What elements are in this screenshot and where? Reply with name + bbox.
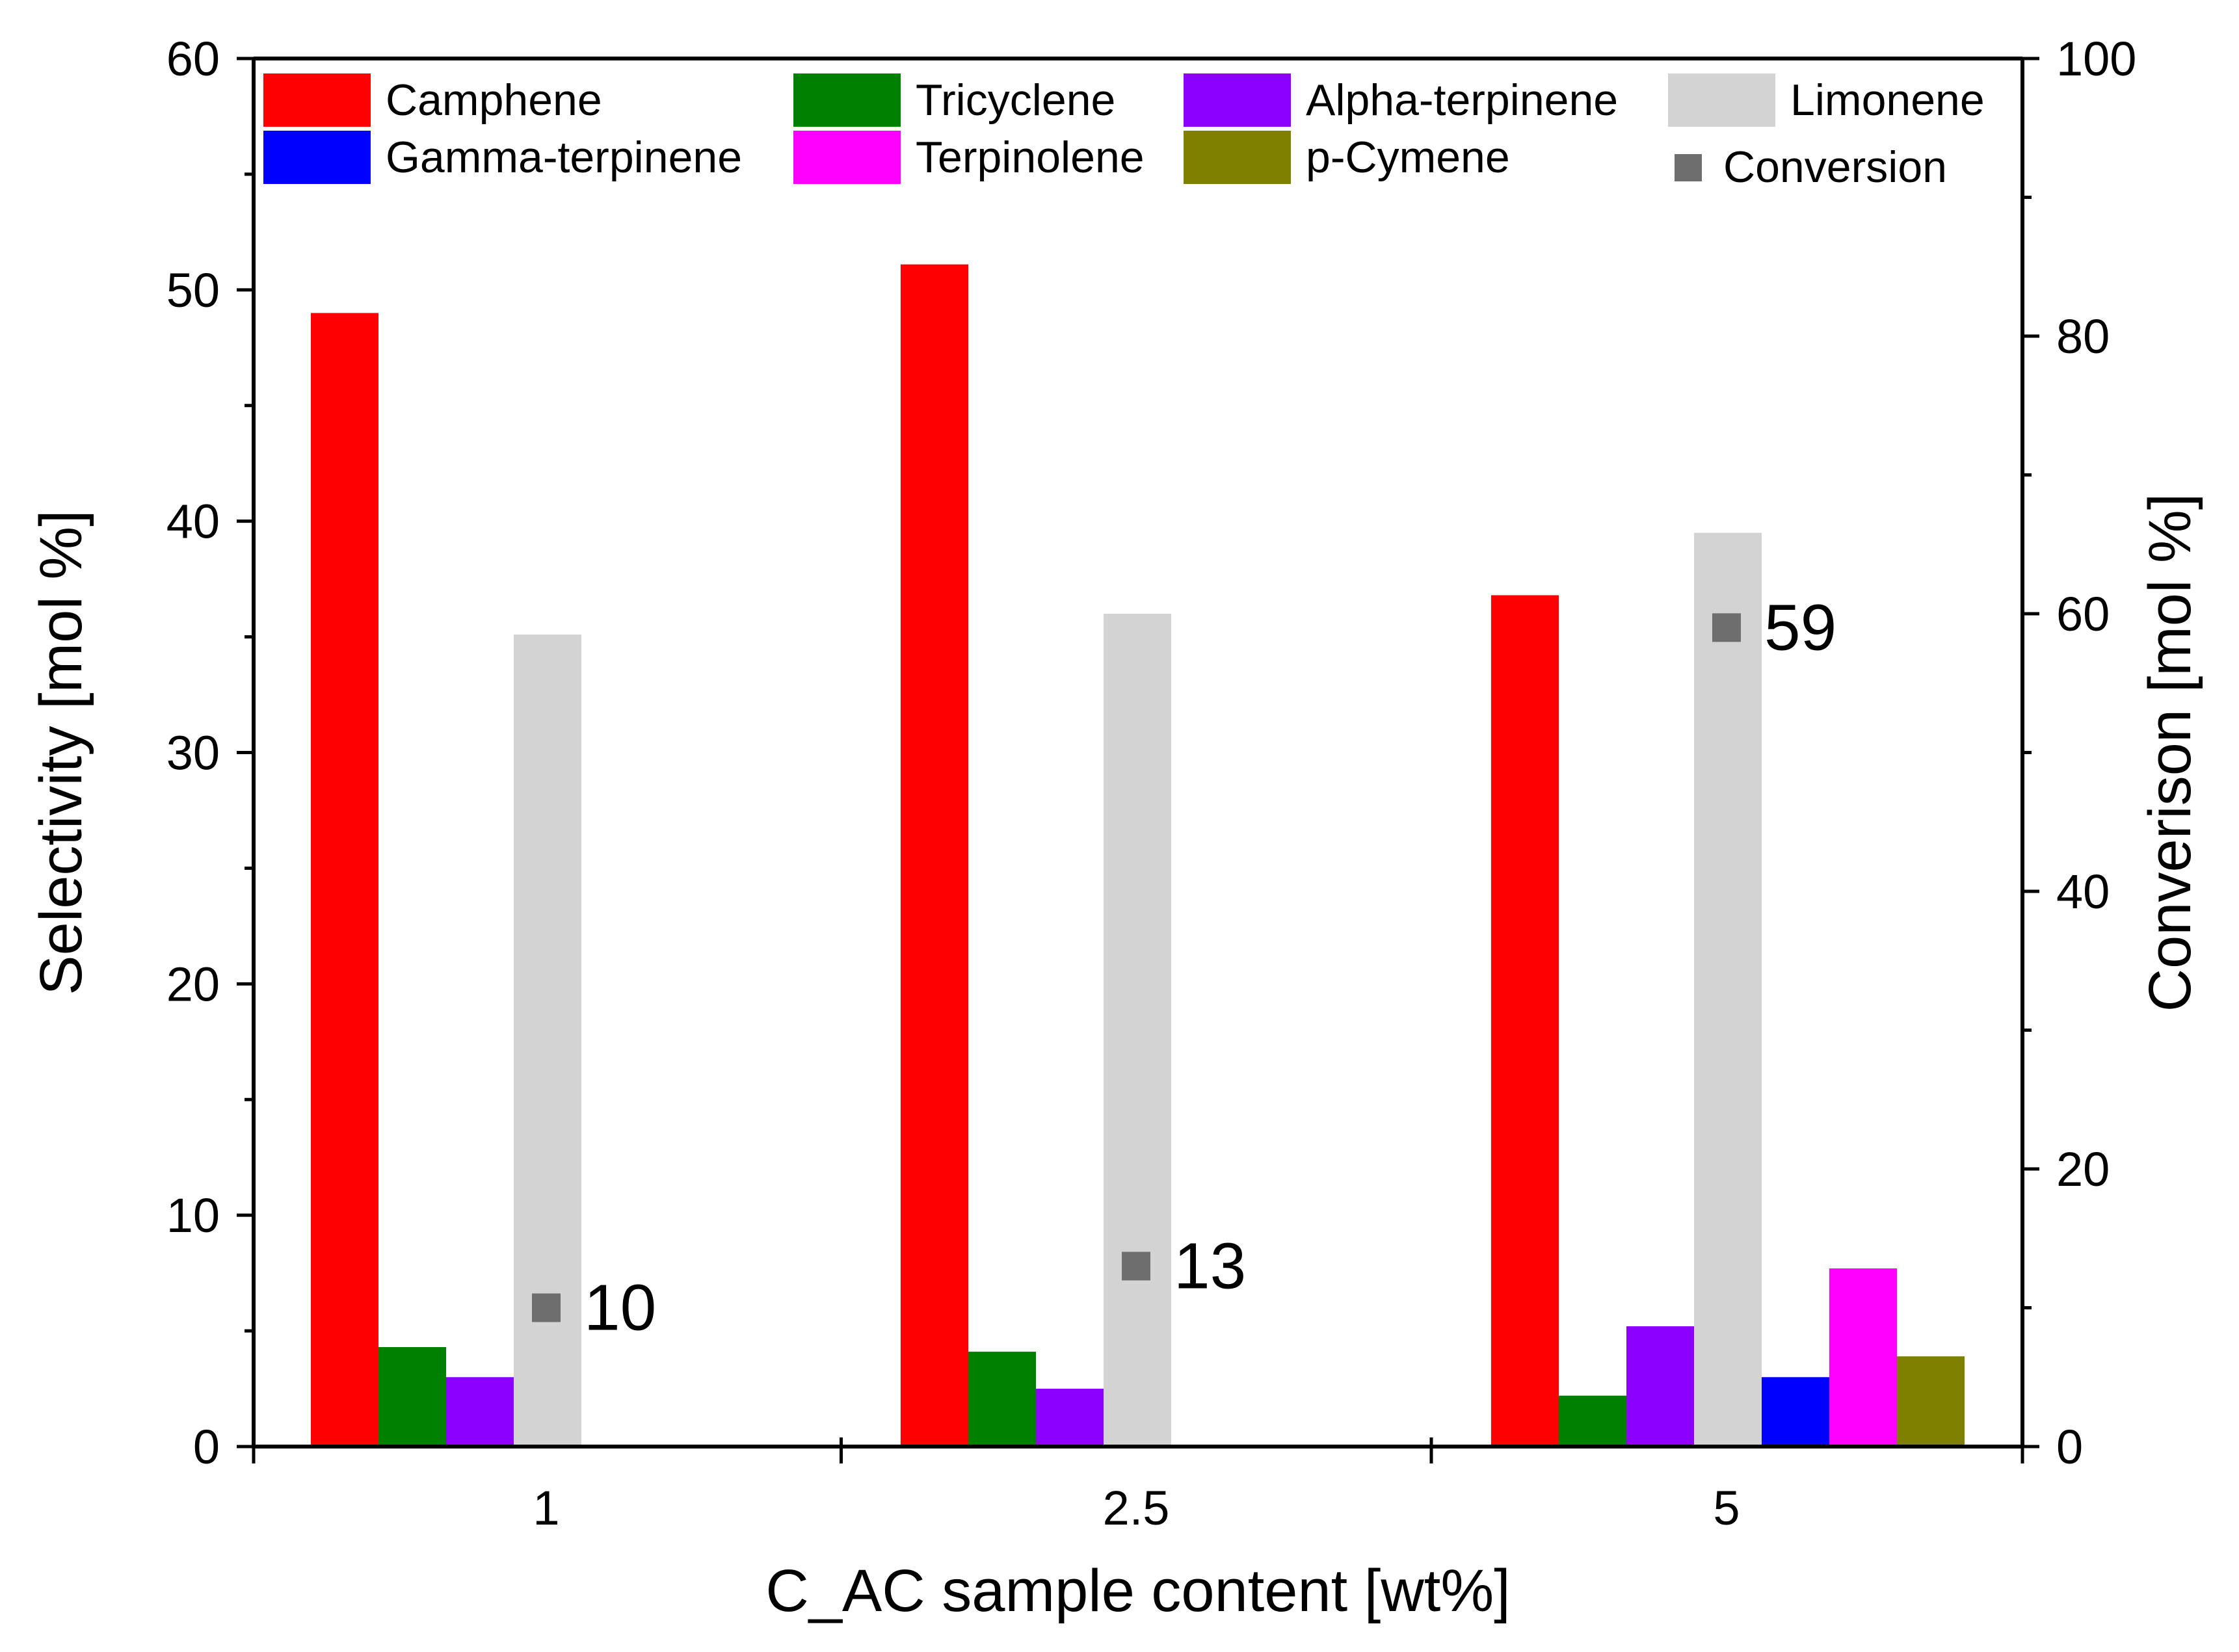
x-axis-title: C_AC sample content [wt%]: [765, 1558, 1510, 1624]
legend-label-p-cymene: p-Cymene: [1306, 133, 1510, 182]
y-tick-label: 60: [166, 32, 220, 86]
legend-marker-conversion: [1675, 154, 1702, 181]
y-tick-label: 10: [166, 1188, 220, 1242]
conversion-marker-2: [1122, 1252, 1150, 1281]
bar-alpha-terpinene-2: [1036, 1389, 1104, 1447]
bar-terpinolene-3: [1829, 1268, 1897, 1447]
legend-swatch-gamma-terpinene: [263, 131, 371, 184]
legend-swatch-alpha-terpinene: [1184, 73, 1291, 127]
bar-alpha-terpinene-1: [446, 1377, 514, 1447]
bar-p-cymene-3: [1897, 1356, 1965, 1447]
x-tick-label: 2.5: [1103, 1481, 1170, 1535]
bar-tricyclene-2: [968, 1352, 1036, 1447]
legend-swatch-tricyclene: [793, 73, 901, 127]
axis-ticks: 0 10 20 30 40 50 60 0 20 40 60 80 100 1 2.5 5: [166, 32, 2137, 1535]
legend-swatch-p-cymene: [1184, 131, 1291, 184]
legend-label-camphene: Camphene: [386, 75, 602, 125]
conversion-label-2: 13: [1174, 1229, 1246, 1302]
y-tick-label: 30: [166, 726, 220, 780]
y2-tick-label: 0: [2056, 1420, 2083, 1474]
bar-camphene-1: [311, 313, 378, 1447]
x-tick-label: 1: [533, 1481, 559, 1535]
bar-camphene-3: [1491, 595, 1559, 1447]
y-tick-label: 50: [166, 263, 220, 317]
bar-limonene-3: [1694, 532, 1762, 1447]
bar-limonene-1: [514, 635, 581, 1447]
bar-gamma-terpinene-3: [1762, 1377, 1829, 1447]
legend-label-conversion: Conversion: [1723, 142, 1947, 192]
legend: Camphene Tricyclene Alpha-terpinene Limonen…: [263, 73, 1985, 192]
bar-alpha-terpinene-3: [1626, 1326, 1694, 1447]
conversion-markers: 10 13 59: [532, 591, 1836, 1344]
y-tick-label: 20: [166, 957, 220, 1011]
bar-limonene-2: [1104, 614, 1171, 1447]
legend-label-alpha-terpinene: Alpha-terpinene: [1306, 75, 1618, 125]
conversion-label-1: 10: [584, 1272, 656, 1344]
y-tick-label: 40: [166, 495, 220, 549]
legend-swatch-camphene: [263, 73, 371, 127]
legend-swatch-limonene: [1668, 73, 1775, 127]
conversion-marker-3: [1712, 613, 1741, 642]
legend-label-terpinolene: Terpinolene: [916, 133, 1145, 182]
y2-tick-label: 60: [2056, 587, 2110, 641]
legend-swatch-terpinolene: [793, 131, 901, 184]
bar-tricyclene-3: [1559, 1395, 1626, 1447]
x-tick-label: 5: [1713, 1481, 1740, 1535]
y2-tick-label: 40: [2056, 865, 2110, 919]
bar-tricyclene-1: [378, 1346, 446, 1447]
y-axis-title: Selectivity [mol %]: [28, 510, 94, 995]
bar-camphene-2: [901, 264, 968, 1447]
legend-label-limonene: Limonene: [1790, 75, 1985, 125]
y2-tick-label: 100: [2056, 32, 2136, 86]
y2-axis-title: Converison [mol %]: [2137, 493, 2203, 1012]
y2-tick-label: 80: [2056, 309, 2110, 363]
bars-layer: [311, 264, 1965, 1447]
conversion-label-3: 59: [1764, 591, 1836, 664]
conversion-marker-1: [532, 1293, 561, 1322]
y-tick-label: 0: [193, 1420, 220, 1474]
legend-label-gamma-terpinene: Gamma-terpinene: [386, 133, 742, 182]
legend-label-tricyclene: Tricyclene: [916, 75, 1115, 125]
y2-tick-label: 20: [2056, 1142, 2110, 1196]
